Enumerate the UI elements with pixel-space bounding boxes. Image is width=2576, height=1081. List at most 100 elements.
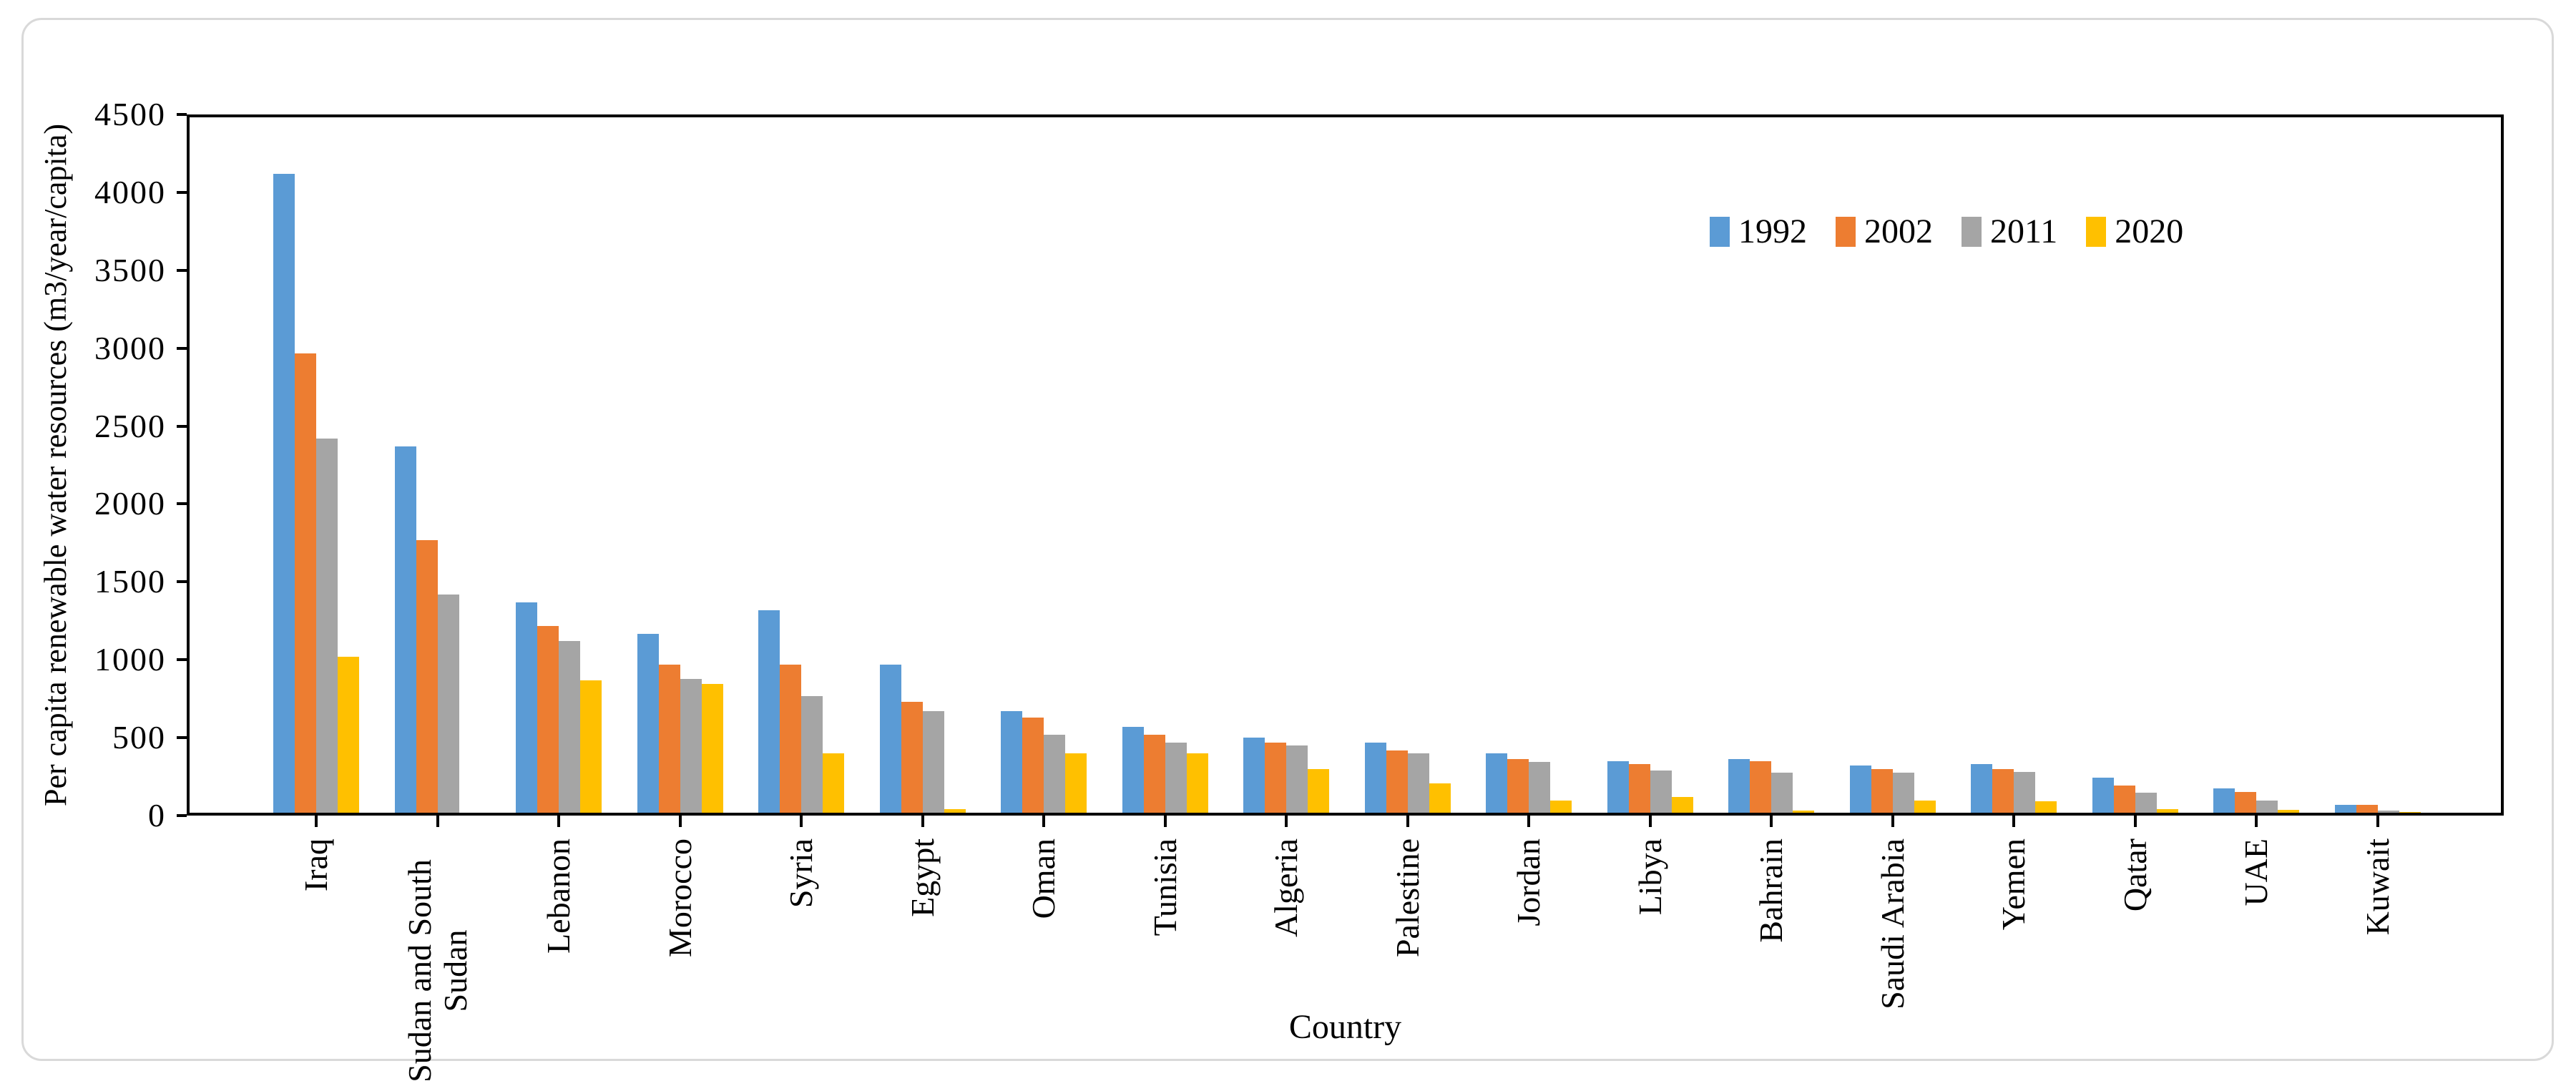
legend-swatch-2011 — [1962, 217, 1982, 247]
bar-1992 — [1364, 743, 1386, 813]
bar-2011 — [680, 679, 702, 813]
bar-2011 — [2014, 772, 2035, 813]
y-tick-label: 0 — [148, 797, 166, 833]
y-tick-label: 4500 — [94, 96, 166, 132]
x-category-label: Sudan and South Sudan — [401, 859, 474, 1081]
x-category-label: Iraq — [298, 838, 334, 892]
x-category-label: Lebanon — [540, 838, 577, 954]
bar-2002 — [1628, 764, 1650, 813]
bar-2020 — [1308, 769, 1329, 813]
legend-item-1992: 1992 — [1710, 215, 1807, 249]
bar-2002 — [1265, 743, 1286, 813]
bar-2002 — [658, 665, 680, 813]
y-tick-label: 1500 — [94, 563, 166, 600]
bar-1992 — [1728, 759, 1750, 813]
plot-area — [187, 114, 2504, 816]
bar-2002 — [1992, 769, 2014, 813]
y-tick-mark — [177, 736, 187, 740]
bar-2011 — [1892, 773, 1914, 813]
x-tick-mark — [1406, 816, 1409, 827]
bar-2020 — [1914, 801, 1936, 813]
bar-1992 — [2092, 778, 2114, 813]
x-category-label: Libya — [1631, 838, 1668, 916]
bar-2011 — [1407, 753, 1429, 813]
bar-2020 — [580, 680, 602, 813]
bar-2020 — [1550, 801, 1572, 813]
bar-2011 — [2256, 801, 2278, 813]
bar-2020 — [2156, 809, 2178, 813]
bar-2011 — [1529, 762, 1550, 813]
bar-2020 — [338, 657, 359, 813]
x-tick-mark — [678, 816, 682, 827]
bar-1992 — [879, 665, 901, 813]
x-category-label: Syria — [783, 838, 819, 909]
x-tick-mark — [557, 816, 560, 827]
legend-swatch-2002 — [1836, 217, 1856, 247]
bar-2002 — [416, 540, 438, 813]
bar-2002 — [780, 665, 801, 813]
x-category-label: Saudi Arabia — [1874, 838, 1911, 1009]
legend-swatch-1992 — [1710, 217, 1730, 247]
bar-2020 — [1429, 783, 1451, 813]
bar-1992 — [637, 634, 659, 813]
bar-2002 — [1750, 761, 1771, 813]
legend-label: 2020 — [2115, 212, 2184, 250]
y-tick-mark — [177, 113, 187, 116]
x-category-label: Morocco — [661, 838, 698, 958]
bar-2002 — [1143, 735, 1165, 813]
x-tick-mark — [2376, 816, 2379, 827]
bar-2011 — [1165, 743, 1187, 813]
x-category-label: UAE — [2238, 838, 2274, 906]
y-tick-label: 2000 — [94, 485, 166, 522]
bar-1992 — [273, 174, 295, 813]
y-tick-label: 1000 — [94, 641, 166, 678]
bar-2020 — [1186, 753, 1208, 813]
y-tick-mark — [177, 580, 187, 584]
bar-2020 — [1793, 811, 1814, 813]
x-category-label: Palestine — [1389, 838, 1426, 958]
bar-2020 — [701, 684, 723, 813]
bar-2020 — [2035, 801, 2057, 813]
x-category-label: Kuwait — [2359, 838, 2396, 936]
x-category-label: Tunisia — [1146, 838, 1183, 936]
legend-item-2002: 2002 — [1836, 215, 1933, 249]
x-tick-mark — [436, 816, 439, 827]
bar-2020 — [823, 753, 844, 813]
x-tick-mark — [1163, 816, 1167, 827]
legend-item-2020: 2020 — [2086, 215, 2183, 249]
bar-2011 — [922, 711, 944, 813]
bar-2011 — [316, 439, 338, 813]
bar-1992 — [758, 610, 780, 813]
bar-2002 — [1386, 750, 1408, 813]
x-tick-mark — [1648, 816, 1652, 827]
bar-1992 — [2213, 788, 2235, 813]
y-tick-mark — [177, 502, 187, 506]
x-category-label: Yemen — [1995, 838, 2032, 931]
bar-2011 — [1771, 773, 1793, 813]
chart-card — [21, 18, 2554, 1061]
bar-2002 — [2113, 786, 2135, 813]
legend-label: 1992 — [1738, 212, 1807, 250]
bar-2011 — [559, 641, 580, 813]
bar-1992 — [1971, 764, 1992, 813]
y-tick-label: 500 — [112, 719, 166, 756]
y-tick-mark — [177, 268, 187, 272]
bar-2011 — [801, 696, 823, 813]
x-tick-mark — [921, 816, 924, 827]
bar-2002 — [1871, 769, 1893, 813]
bar-1992 — [394, 446, 416, 813]
bar-2002 — [295, 353, 316, 813]
bar-2002 — [2235, 792, 2256, 813]
y-tick-label: 3000 — [94, 329, 166, 366]
y-tick-mark — [177, 424, 187, 428]
x-tick-mark — [2012, 816, 2015, 827]
y-tick-label: 4000 — [94, 173, 166, 210]
bar-2002 — [1507, 759, 1529, 813]
bar-2011 — [1650, 771, 1672, 813]
x-tick-mark — [315, 816, 318, 827]
x-category-label: Jordan — [1510, 838, 1547, 926]
bar-1992 — [1849, 765, 1871, 813]
bar-2002 — [537, 626, 559, 813]
legend-label: 2011 — [1990, 212, 2058, 250]
bar-2002 — [901, 702, 923, 813]
